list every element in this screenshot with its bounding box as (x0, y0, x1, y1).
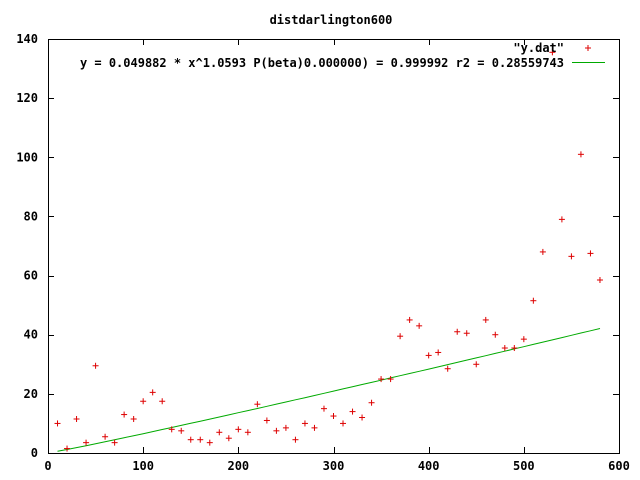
y-tick-label: 60 (24, 269, 38, 283)
data-point (64, 445, 71, 452)
data-point (463, 330, 470, 337)
data-point (292, 436, 299, 443)
y-tick-label: 80 (24, 209, 38, 223)
data-points-layer (54, 49, 603, 452)
data-point (235, 426, 242, 433)
chart-title: distdarlington600 (270, 13, 393, 27)
data-point (282, 424, 289, 431)
data-point (168, 426, 175, 433)
data-point (340, 420, 347, 427)
y-tick-label: 40 (24, 328, 38, 342)
data-point (349, 408, 356, 415)
data-point (406, 316, 413, 323)
data-point (492, 331, 499, 338)
data-point (473, 361, 480, 368)
fit-line (57, 328, 601, 452)
x-tick-label: 500 (513, 459, 535, 473)
x-tick-label: 0 (44, 459, 51, 473)
data-point (549, 49, 556, 56)
data-point (311, 424, 318, 431)
data-point (206, 439, 213, 446)
data-point (54, 420, 61, 427)
x-tick-label: 600 (608, 459, 630, 473)
data-point (435, 349, 442, 356)
data-point (92, 362, 99, 369)
data-point (301, 420, 308, 427)
x-tick-label: 100 (132, 459, 154, 473)
data-point (530, 297, 537, 304)
legend-sample-series-1 (585, 45, 591, 51)
fit-line-layer (57, 328, 601, 452)
data-point (501, 345, 508, 352)
x-tick-label: 200 (227, 459, 249, 473)
data-point (359, 414, 366, 421)
data-point (244, 429, 251, 436)
data-point (216, 429, 223, 436)
data-point (159, 398, 166, 405)
data-point (596, 277, 603, 284)
y-tick-label: 120 (16, 91, 38, 105)
data-point (187, 436, 194, 443)
data-point (320, 405, 327, 412)
data-point (558, 216, 565, 223)
data-point (397, 333, 404, 340)
data-point (197, 436, 204, 443)
data-point (83, 439, 90, 446)
data-point (539, 248, 546, 255)
data-point (387, 376, 394, 383)
data-point (378, 376, 385, 383)
data-point (454, 328, 461, 335)
data-point (416, 322, 423, 329)
data-point (225, 435, 232, 442)
data-point (273, 427, 280, 434)
legend-label-series-2: y = 0.049882 * x^1.0593 P(beta)0.000000)… (80, 56, 564, 70)
y-tick-label: 0 (31, 446, 38, 460)
data-point (111, 439, 118, 446)
legend-label-series-1: "y.dat" (513, 41, 564, 55)
data-point (482, 316, 489, 323)
y-tick-label: 100 (16, 150, 38, 164)
data-point (254, 401, 261, 408)
data-point (149, 389, 156, 396)
y-tick-label: 140 (16, 32, 38, 46)
x-tick-label: 300 (323, 459, 345, 473)
data-point (511, 345, 518, 352)
data-point (73, 415, 80, 422)
data-point (121, 411, 128, 418)
data-point (577, 151, 584, 158)
x-tick-label: 400 (418, 459, 440, 473)
data-point (568, 253, 575, 260)
data-point (368, 399, 375, 406)
data-point (102, 433, 109, 440)
data-point (330, 413, 337, 420)
data-point (263, 417, 270, 424)
data-point (178, 427, 185, 434)
data-point (130, 415, 137, 422)
data-point (520, 336, 527, 343)
data-point (140, 398, 147, 405)
data-point (425, 352, 432, 359)
legend: "y.dat" y = 0.049882 * x^1.0593 P(beta)0… (80, 41, 605, 70)
axis-ticks: 0 100 200 300 400 500 600 0 20 40 60 80 100 120 140 (16, 32, 630, 473)
y-tick-label: 20 (24, 387, 38, 401)
data-point (444, 365, 451, 372)
data-point (587, 250, 594, 257)
